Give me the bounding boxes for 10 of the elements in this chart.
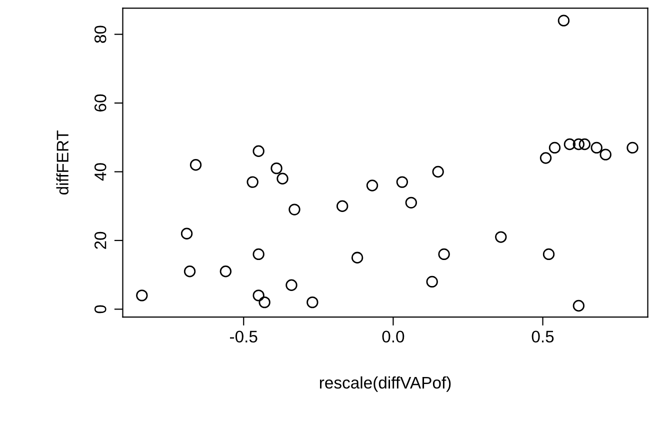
x-axis-title: rescale(diffVAPof)	[320, 376, 451, 392]
y-tick-label: 0	[94, 305, 106, 314]
y-tick-label: 20	[94, 232, 106, 249]
y-tick-label: 40	[94, 163, 106, 181]
y-tick-label: 80	[94, 26, 106, 43]
x-tick-label: 0.5	[532, 330, 554, 343]
y-axis-title: diffFERT	[56, 130, 69, 195]
x-tick-label: 0.0	[382, 330, 404, 343]
x-tick-label: -0.5	[230, 330, 258, 343]
y-tick-label: 60	[94, 94, 106, 112]
